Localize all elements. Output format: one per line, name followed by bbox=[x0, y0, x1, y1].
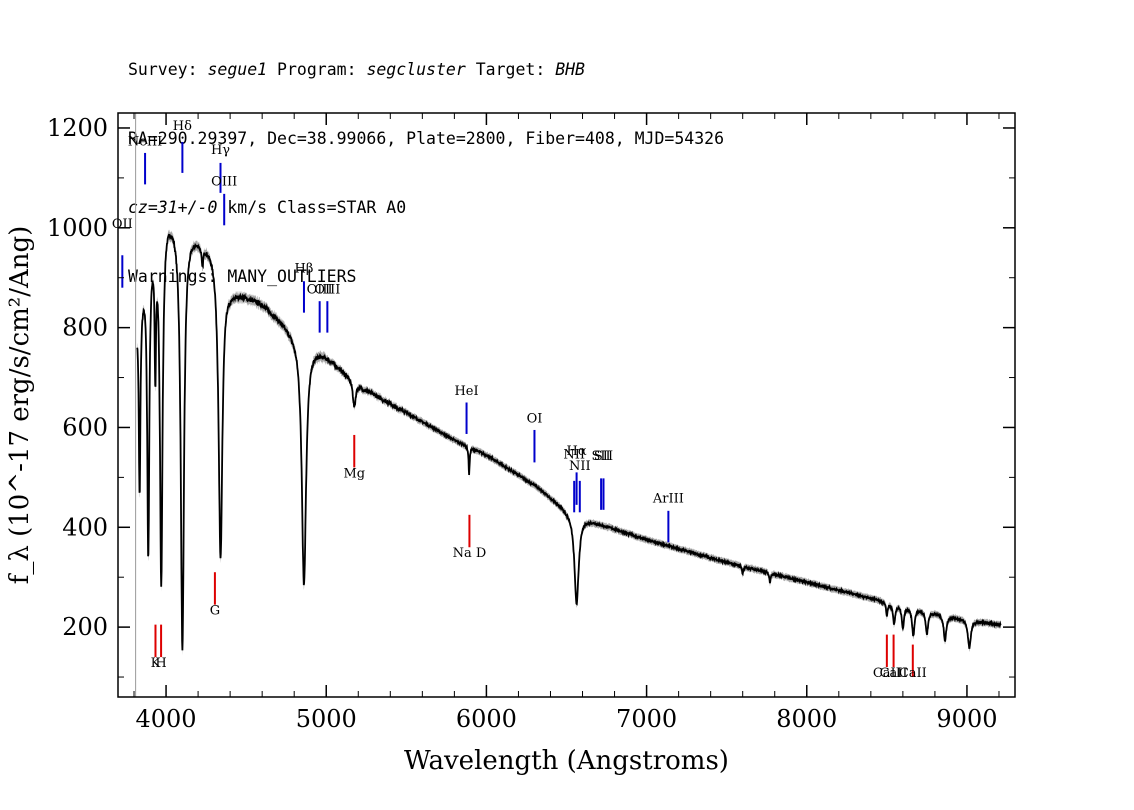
plot-frame bbox=[117, 112, 1016, 698]
absorption-label: Mg bbox=[343, 466, 365, 481]
header-line-warnings: Warnings: MANY_OUTLIERS bbox=[128, 267, 357, 286]
x-tick-label: 9000 bbox=[936, 705, 997, 733]
emission-line-ariii: ArIII bbox=[652, 491, 684, 543]
absorption-line-caii: CaII bbox=[873, 634, 901, 681]
emission-label: NII bbox=[563, 447, 585, 462]
absorption-label: G bbox=[210, 604, 220, 619]
absorption-line-k: K bbox=[151, 624, 161, 671]
header-line-class: cz=31+/-0 km/s Class=STAR A0 bbox=[128, 198, 407, 217]
emission-label: OIII bbox=[211, 174, 237, 189]
emission-line-hβ: Hβ bbox=[295, 262, 314, 313]
y-tick-label: 1000 bbox=[47, 214, 108, 242]
emission-line-neiii: NeIII bbox=[128, 134, 162, 185]
absorption-line-h: H bbox=[155, 624, 167, 671]
emission-line-hei: HeI bbox=[454, 384, 479, 434]
survey-name: segue1 bbox=[207, 60, 268, 79]
emission-line-nii: NII bbox=[569, 459, 591, 513]
absorption-line-g: G bbox=[210, 572, 220, 619]
emission-line-nii: NII bbox=[563, 447, 585, 513]
absorption-label: H bbox=[155, 656, 166, 671]
emission-label: NeIII bbox=[128, 134, 162, 149]
y-tick-label: 600 bbox=[62, 413, 108, 441]
spectrum-header: Survey: segue1 Program: segcluster Targe… bbox=[128, 12, 724, 311]
y-tick-label: 400 bbox=[62, 513, 108, 541]
emission-label: OII bbox=[112, 217, 133, 232]
chart-marks: OIINeIIIHδHγOIIIHβOIIIOIIIHeIOINIIHαNIIS… bbox=[112, 113, 1002, 697]
y-tick-label: 800 bbox=[62, 314, 108, 342]
x-axis: 4000 5000 6000 7000 8000 9000 bbox=[133, 113, 1000, 733]
emission-label: SII bbox=[592, 449, 611, 464]
emission-label: OIII bbox=[314, 283, 340, 298]
emission-label: Hβ bbox=[295, 262, 314, 277]
absorption-label: CaII bbox=[873, 666, 901, 681]
emission-line-oiii: OIII bbox=[211, 174, 237, 226]
emission-line-oi: OI bbox=[527, 411, 543, 463]
x-axis-label: Wavelength (Angstroms) bbox=[404, 746, 729, 776]
header-line-survey: Survey: segue1 Program: segcluster Targe… bbox=[128, 60, 585, 79]
emission-label: OI bbox=[527, 411, 543, 426]
program-name: segcluster bbox=[366, 60, 466, 79]
absorption-label: Na D bbox=[453, 546, 487, 561]
absorption-label: CaII bbox=[899, 666, 927, 681]
y-tick-label: 200 bbox=[62, 613, 108, 641]
target-name: BHB bbox=[555, 60, 585, 79]
emission-line-oiii: OIII bbox=[314, 283, 340, 333]
emission-label: Hδ bbox=[173, 119, 192, 134]
emission-label: ArIII bbox=[652, 491, 684, 506]
y-axis: 200 400 600 800 1000 1200 bbox=[47, 114, 1015, 678]
emission-line-hδ: Hδ bbox=[173, 119, 192, 173]
emission-line-sii: SII bbox=[592, 449, 611, 510]
absorption-line-caii: CaII bbox=[880, 634, 908, 681]
x-tick-label: 7000 bbox=[616, 705, 677, 733]
absorption-label: CaII bbox=[880, 666, 908, 681]
emission-label: OIII bbox=[307, 283, 333, 298]
emission-line-hγ: Hγ bbox=[211, 143, 230, 193]
absorption-line-caii: CaII bbox=[899, 644, 927, 681]
redshift-value: cz=31+/-0 bbox=[128, 198, 218, 217]
y-tick-label: 1200 bbox=[47, 114, 108, 142]
emission-line-hα: Hα bbox=[567, 444, 587, 505]
absorption-label: K bbox=[151, 656, 161, 671]
emission-label: Hα bbox=[567, 444, 587, 459]
x-tick-label: 4000 bbox=[136, 705, 197, 733]
y-axis-label: f_λ (10^-17 erg/s/cm²/Ang) bbox=[5, 226, 35, 585]
emission-line-oiii: OIII bbox=[307, 283, 333, 333]
emission-line-sii: SII bbox=[594, 449, 613, 510]
x-tick-label: 8000 bbox=[776, 705, 837, 733]
x-tick-label: 6000 bbox=[456, 705, 517, 733]
x-tick-label: 5000 bbox=[296, 705, 357, 733]
emission-label: SII bbox=[594, 449, 613, 464]
emission-label: NII bbox=[569, 459, 591, 474]
absorption-line-na-d: Na D bbox=[453, 514, 487, 561]
emission-label: HeI bbox=[454, 384, 478, 399]
absorption-line-mg: Mg bbox=[343, 434, 365, 481]
emission-label: Hγ bbox=[211, 143, 230, 158]
error-band bbox=[137, 229, 1001, 656]
header-line-coords: RA=290.29397, Dec=38.99066, Plate=2800, … bbox=[128, 129, 725, 148]
spectrum-line bbox=[136, 233, 1002, 651]
